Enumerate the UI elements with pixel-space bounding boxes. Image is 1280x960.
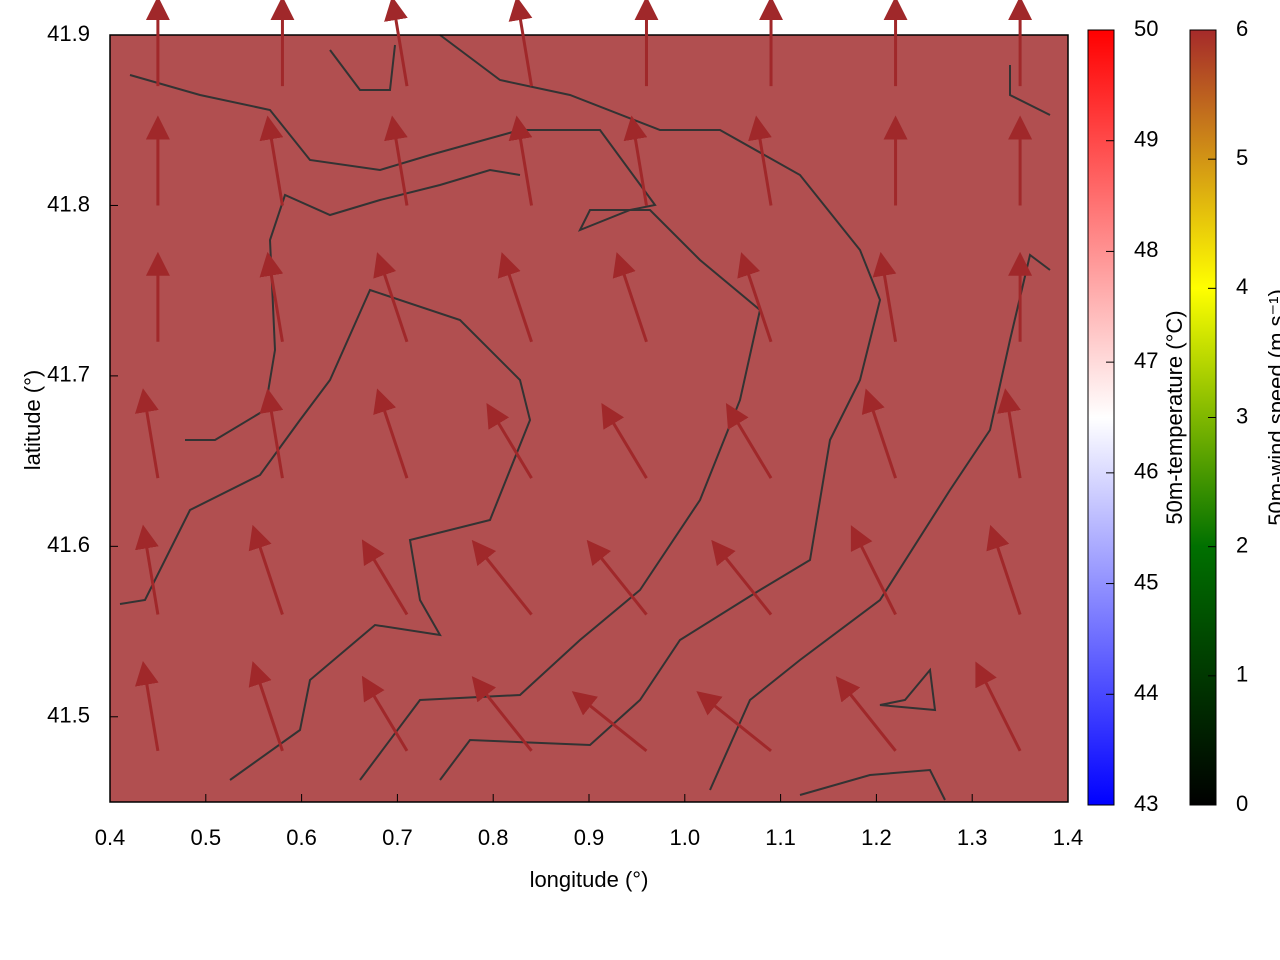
colorbar-tick-label: 46 xyxy=(1134,459,1158,484)
colorbar-tick-label: 47 xyxy=(1134,348,1158,373)
wind-arrow xyxy=(373,252,409,343)
wind-arrow xyxy=(508,115,533,206)
wind-arrow xyxy=(997,388,1022,479)
colorbar-tick-label: 6 xyxy=(1236,16,1248,41)
wind-arrow xyxy=(612,252,648,343)
x-tick-label: 1.0 xyxy=(670,825,701,850)
wind-arrow xyxy=(384,0,409,87)
contours xyxy=(119,34,1051,801)
wind-arrow xyxy=(872,251,898,343)
wind-arrow xyxy=(696,691,772,753)
wind-arrow xyxy=(748,115,773,206)
wind-arrow xyxy=(835,676,897,752)
wind-arrow xyxy=(986,524,1022,615)
y-tick-label: 41.5 xyxy=(47,703,90,728)
wind-arrow xyxy=(850,525,897,616)
colorbar-label: 50m-temperature (°C) xyxy=(1162,310,1187,524)
wind-arrow xyxy=(471,539,533,616)
colorbar-label: 50m-wind speed (m s⁻¹) xyxy=(1264,289,1280,526)
x-axis-label: longitude (°) xyxy=(530,867,649,892)
vector-field-background xyxy=(110,35,1068,802)
wind-arrow xyxy=(725,403,773,479)
wind-arrow xyxy=(135,524,160,615)
wind-arrow xyxy=(135,388,160,479)
wind-arrow xyxy=(384,115,409,206)
wind-arrow xyxy=(586,539,648,616)
colorbar-tick-label: 2 xyxy=(1236,532,1248,557)
wind-arrow xyxy=(711,539,773,616)
wind-arrow xyxy=(361,675,409,752)
wind-arrow xyxy=(975,661,1022,752)
x-tick-label: 0.7 xyxy=(382,825,413,850)
wind-arrow xyxy=(486,403,533,479)
y-axis-label: latitude (°) xyxy=(20,370,45,471)
wind-arrow xyxy=(471,676,533,752)
wind-arrow xyxy=(373,388,409,479)
y-tick-label: 41.8 xyxy=(47,191,90,216)
wind-arrow xyxy=(737,252,773,343)
x-tick-label: 0.4 xyxy=(95,825,126,850)
x-tick-label: 0.5 xyxy=(191,825,222,850)
x-tick-label: 1.3 xyxy=(957,825,988,850)
colorbar-tick-label: 4 xyxy=(1236,274,1248,299)
wind-arrow xyxy=(248,661,284,752)
wind-arrow xyxy=(361,539,409,616)
colorbar-tick-label: 50 xyxy=(1134,16,1158,41)
y-tick-label: 41.6 xyxy=(47,532,90,557)
colorbar-tick-label: 0 xyxy=(1236,791,1248,816)
colorbar-tick-label: 5 xyxy=(1236,145,1248,170)
wind-arrow xyxy=(861,388,897,479)
y-tick-label: 41.7 xyxy=(47,362,90,387)
wind-arrow xyxy=(508,0,533,87)
x-tick-label: 1.1 xyxy=(765,825,796,850)
colorbar-tick-label: 45 xyxy=(1134,569,1158,594)
colorbar-tick-label: 43 xyxy=(1134,791,1158,816)
colorbar-tick-label: 48 xyxy=(1134,237,1158,262)
colorbar xyxy=(1087,29,1115,806)
x-tick-label: 0.6 xyxy=(286,825,317,850)
wind-arrow xyxy=(623,115,648,206)
colorbar-tick-label: 3 xyxy=(1236,403,1248,428)
x-tick-label: 1.2 xyxy=(861,825,892,850)
wind-arrow xyxy=(248,524,284,615)
wind-arrow xyxy=(135,660,160,752)
wind-arrow xyxy=(259,115,284,206)
wind-arrow xyxy=(571,691,648,753)
wind-arrow xyxy=(259,388,284,479)
wind-arrow xyxy=(497,252,533,343)
x-tick-label: 0.9 xyxy=(574,825,605,850)
wind-arrow xyxy=(601,403,648,479)
colorbar-tick-label: 49 xyxy=(1134,127,1158,152)
colorbar-tick-label: 1 xyxy=(1236,662,1248,687)
y-tick-label: 41.9 xyxy=(47,21,90,46)
x-tick-label: 0.8 xyxy=(478,825,509,850)
x-tick-label: 1.4 xyxy=(1053,825,1084,850)
colorbar-tick-label: 44 xyxy=(1134,680,1158,705)
wind-arrow xyxy=(259,251,284,343)
